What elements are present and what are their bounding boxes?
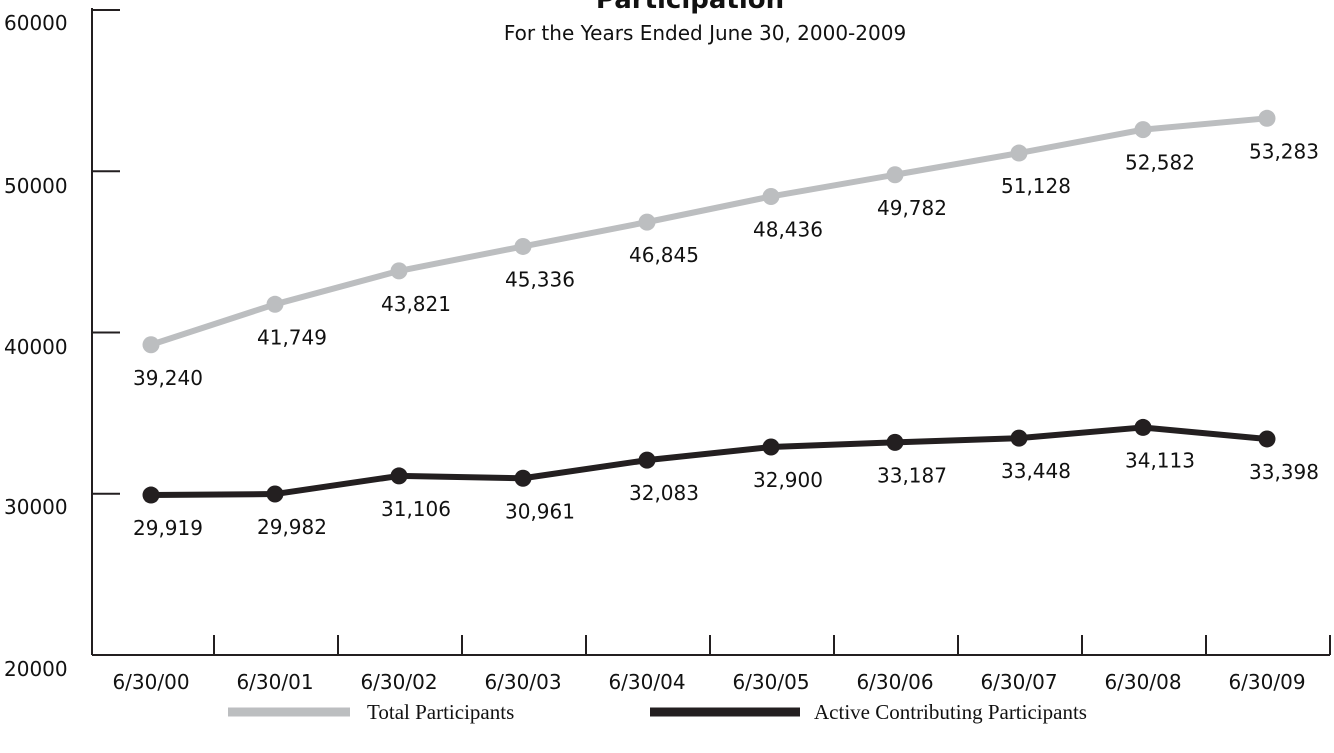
y-tick-label: 30000	[4, 495, 68, 519]
data-point-active-contributing	[638, 451, 656, 469]
data-label-total-participants: 46,845	[629, 243, 699, 267]
data-label-total-participants: 52,582	[1125, 151, 1195, 175]
chart-axes	[91, 8, 1331, 656]
data-point-active-contributing	[762, 438, 780, 456]
data-label-total-participants: 45,336	[505, 267, 575, 291]
chart-title: Participation	[596, 0, 784, 15]
data-label-active-contributing: 33,187	[877, 463, 947, 487]
data-label-active-contributing: 31,106	[381, 497, 451, 521]
data-point-total-participants	[142, 336, 160, 354]
data-point-active-contributing	[1010, 429, 1028, 447]
x-axis-tick-labels: 6/30/00 6/30/01 6/30/02 6/30/03 6/30/04 6/30/…	[112, 670, 1305, 694]
data-point-active-contributing	[390, 467, 408, 485]
y-tick-label: 40000	[4, 335, 68, 359]
legend-label-total-participants: Total Participants	[367, 700, 514, 724]
data-label-total-participants: 43,821	[381, 292, 451, 316]
y-tick-label: 50000	[4, 174, 68, 198]
data-point-active-contributing	[886, 433, 904, 451]
series-line-active-contributing	[150, 424, 1268, 499]
data-label-total-participants: 48,436	[753, 217, 823, 241]
x-tick-label: 6/30/07	[980, 670, 1057, 694]
data-point-total-participants	[390, 262, 408, 280]
x-tick-label: 6/30/04	[608, 670, 685, 694]
data-point-total-participants	[1010, 144, 1028, 162]
x-tick-label: 6/30/00	[112, 670, 189, 694]
data-point-active-contributing	[266, 485, 284, 503]
data-label-total-participants: 53,283	[1249, 139, 1319, 163]
data-point-total-participants	[1258, 109, 1276, 127]
series-active-contributing	[142, 418, 1276, 504]
y-axis-tick-labels: 20000 30000 40000 50000 60000	[4, 11, 68, 681]
data-label-active-contributing: 29,982	[257, 515, 327, 539]
data-point-active-contributing	[1258, 430, 1276, 448]
legend: Total Participants Active Contributing P…	[228, 700, 1087, 724]
data-label-active-contributing: 29,919	[133, 516, 203, 540]
y-tick-label: 60000	[4, 11, 68, 35]
data-point-total-participants	[762, 187, 780, 205]
x-tick-label: 6/30/09	[1228, 670, 1305, 694]
data-point-active-contributing	[142, 486, 160, 504]
data-label-total-participants: 49,782	[877, 196, 947, 220]
legend-label-active-contributing: Active Contributing Participants	[814, 700, 1087, 724]
data-point-total-participants	[638, 213, 656, 231]
series-line-total-participants	[150, 115, 1268, 348]
y-tick-label: 20000	[4, 657, 68, 681]
x-tick-label: 6/30/05	[732, 670, 809, 694]
data-label-active-contributing: 32,083	[629, 481, 699, 505]
data-point-total-participants	[266, 295, 284, 313]
data-label-active-contributing: 33,398	[1249, 460, 1319, 484]
x-tick-label: 6/30/02	[360, 670, 437, 694]
data-point-total-participants	[886, 166, 904, 184]
chart-subtitle: For the Years Ended June 30, 2000-2009	[504, 21, 906, 45]
data-label-active-contributing: 30,961	[505, 499, 575, 523]
x-tick-label: 6/30/01	[236, 670, 313, 694]
data-label-total-participants: 39,240	[133, 366, 203, 390]
data-point-total-participants	[514, 237, 532, 255]
data-point-active-contributing	[1134, 418, 1152, 436]
series-total-participants	[142, 109, 1276, 354]
data-point-total-participants	[1134, 121, 1152, 139]
data-label-total-participants: 41,749	[257, 325, 327, 349]
data-point-active-contributing	[514, 469, 532, 487]
data-label-active-contributing: 33,448	[1001, 459, 1071, 483]
data-label-active-contributing: 34,113	[1125, 448, 1195, 472]
data-labels-layer: 39,240 41,749 43,821 45,336 46,845 48,436 49,7…	[133, 139, 1319, 540]
data-label-total-participants: 51,128	[1001, 174, 1071, 198]
x-tick-label: 6/30/03	[484, 670, 561, 694]
x-tick-label: 6/30/08	[1104, 670, 1181, 694]
data-label-active-contributing: 32,900	[753, 468, 823, 492]
x-tick-label: 6/30/06	[856, 670, 933, 694]
series-layer	[142, 109, 1276, 504]
